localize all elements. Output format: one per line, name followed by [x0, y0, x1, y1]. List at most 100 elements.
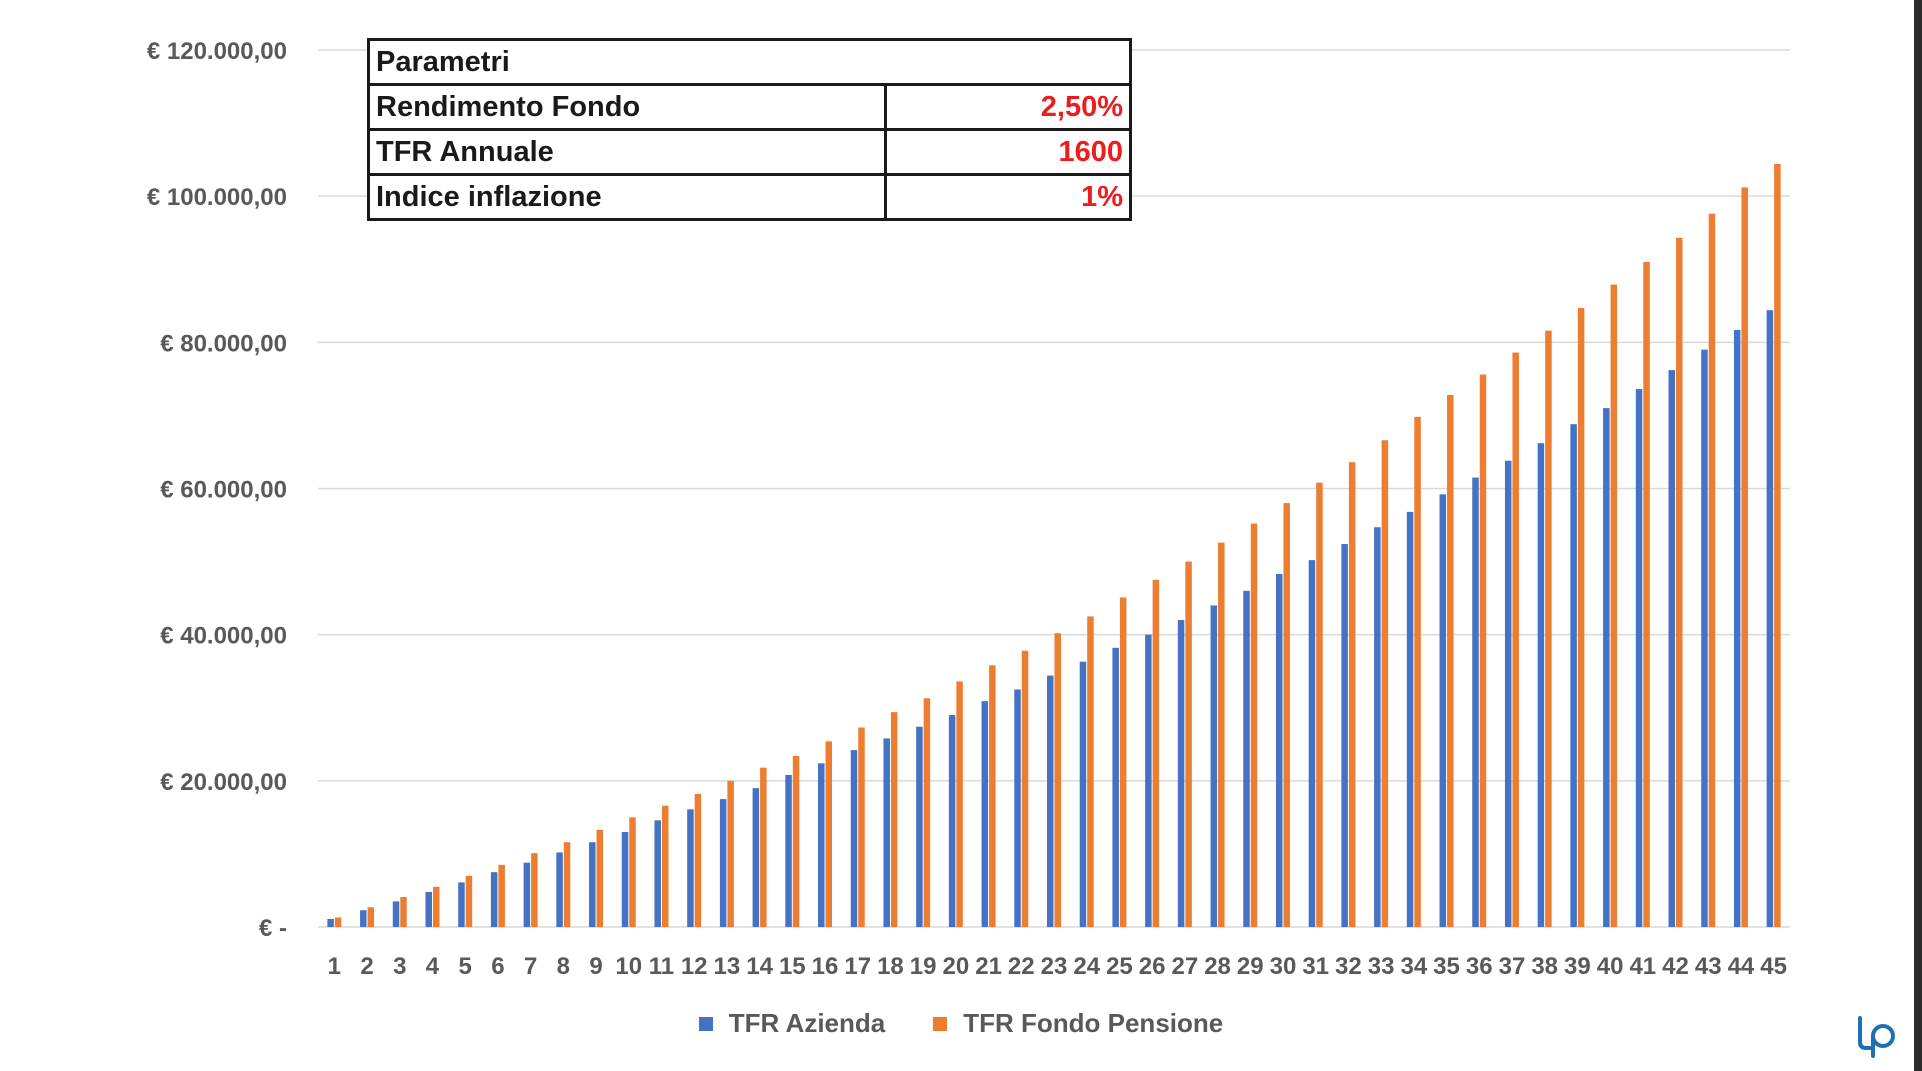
x-tick-label: 33 — [1368, 953, 1395, 980]
bar-tfr-azienda — [458, 882, 465, 927]
bar-tfr-azienda — [425, 891, 432, 927]
y-tick-label: € 40.000,00 — [160, 623, 287, 650]
bar-tfr-fondo-pensione — [334, 917, 342, 927]
bar-tfr-azienda — [360, 910, 367, 927]
y-tick-label: € - — [259, 915, 287, 942]
x-tick-label: 4 — [426, 953, 440, 980]
bar-tfr-azienda — [883, 738, 890, 927]
parameters-table: Parametri Rendimento Fondo 2,50% TFR Ann… — [367, 38, 1132, 221]
window-edge — [1914, 0, 1922, 1071]
x-tick-label: 44 — [1728, 953, 1755, 980]
bar-tfr-fondo-pensione — [956, 681, 963, 927]
bar-tfr-fondo-pensione — [498, 864, 505, 927]
bar-tfr-azienda — [490, 872, 498, 927]
x-tick-label: 11 — [649, 953, 674, 980]
parameters-header: Parametri — [367, 38, 1132, 86]
bar-tfr-fondo-pensione — [1087, 616, 1094, 927]
bar-tfr-azienda — [556, 852, 563, 927]
x-tick-label: 42 — [1662, 953, 1689, 980]
bar-tfr-fondo-pensione — [694, 793, 702, 927]
bar-tfr-fondo-pensione — [596, 829, 604, 927]
parameter-value: 1% — [884, 173, 1132, 221]
x-tick-label: 41 — [1629, 953, 1656, 980]
x-tick-label: 34 — [1400, 953, 1427, 980]
bar-tfr-azienda — [1733, 329, 1741, 927]
parameter-value: 1600 — [884, 128, 1132, 176]
x-tick-label: 25 — [1106, 953, 1133, 980]
bar-tfr-azienda — [1472, 477, 1479, 927]
bar-tfr-fondo-pensione — [792, 755, 800, 927]
x-tick-label: 35 — [1433, 953, 1460, 980]
bar-tfr-fondo-pensione — [531, 853, 538, 927]
bar-tfr-fondo-pensione — [1316, 482, 1323, 927]
bar-tfr-azienda — [1243, 590, 1250, 927]
bar-tfr-fondo-pensione — [1447, 394, 1454, 927]
bar-tfr-azienda — [327, 918, 334, 927]
legend-item-azienda: TFR Azienda — [698, 1008, 885, 1039]
x-tick-label: 15 — [779, 953, 806, 980]
chart-legend: TFR Azienda TFR Fondo Pensione — [0, 1008, 1922, 1039]
bar-tfr-fondo-pensione — [1676, 237, 1683, 928]
bar-tfr-fondo-pensione — [1185, 561, 1192, 927]
x-tick-label: 5 — [459, 953, 472, 980]
bar-tfr-fondo-pensione — [760, 767, 767, 927]
x-tick-label: 18 — [877, 953, 904, 980]
bar-tfr-azienda — [1603, 408, 1610, 927]
x-tick-label: 40 — [1597, 953, 1624, 980]
bar-tfr-fondo-pensione — [367, 907, 375, 927]
parameter-row: TFR Annuale 1600 — [367, 128, 1132, 176]
x-tick-label: 43 — [1695, 953, 1722, 980]
x-tick-label: 29 — [1237, 953, 1264, 980]
x-tick-label: 17 — [844, 953, 871, 980]
bar-tfr-azienda — [785, 774, 792, 927]
legend-swatch-fondo — [933, 1016, 948, 1031]
bar-tfr-azienda — [1047, 675, 1054, 927]
bar-tfr-azienda — [1504, 460, 1512, 927]
bar-tfr-fondo-pensione — [1218, 542, 1225, 927]
parameter-row: Rendimento Fondo 2,50% — [367, 83, 1132, 131]
bar-tfr-fondo-pensione — [1250, 523, 1258, 927]
bar-tfr-fondo-pensione — [1708, 213, 1716, 927]
bar-tfr-azienda — [654, 820, 661, 927]
bar-tfr-azienda — [1701, 349, 1708, 927]
bar-tfr-azienda — [1308, 560, 1316, 927]
bar-tfr-fondo-pensione — [825, 741, 833, 927]
x-tick-label: 3 — [393, 953, 406, 980]
bar-tfr-fondo-pensione — [1741, 187, 1748, 927]
x-tick-label: 45 — [1760, 953, 1787, 980]
bar-tfr-fondo-pensione — [1381, 440, 1389, 927]
y-tick-label: € 120.000,00 — [147, 38, 287, 65]
x-tick-label: 38 — [1531, 953, 1558, 980]
x-tick-label: 24 — [1073, 953, 1100, 980]
bar-tfr-fondo-pensione — [1774, 164, 1781, 927]
x-tick-label: 23 — [1041, 953, 1068, 980]
x-tick-label: 28 — [1204, 953, 1231, 980]
x-tick-label: 30 — [1270, 953, 1297, 980]
bar-tfr-azienda — [392, 901, 400, 927]
x-tick-label: 21 — [975, 953, 1002, 980]
x-tick-label: 16 — [812, 953, 839, 980]
bar-tfr-azienda — [523, 862, 531, 927]
bar-tfr-fondo-pensione — [1610, 284, 1618, 927]
bar-tfr-azienda — [752, 788, 760, 927]
bar-tfr-fondo-pensione — [661, 805, 669, 927]
bar-tfr-azienda — [1570, 424, 1577, 927]
bar-tfr-azienda — [687, 809, 694, 927]
bar-tfr-fondo-pensione — [1119, 597, 1127, 927]
bar-tfr-fondo-pensione — [1414, 416, 1421, 927]
x-tick-label: 36 — [1466, 953, 1493, 980]
bar-tfr-fondo-pensione — [400, 897, 407, 927]
bar-tfr-azienda — [948, 715, 956, 927]
bar-tfr-fondo-pensione — [629, 817, 636, 927]
bar-tfr-fondo-pensione — [465, 875, 473, 927]
x-tick-label: 2 — [360, 953, 373, 980]
bar-tfr-fondo-pensione — [1348, 462, 1356, 927]
x-tick-label: 20 — [943, 953, 970, 980]
bar-tfr-fondo-pensione — [989, 665, 996, 927]
bar-tfr-azienda — [1374, 527, 1381, 927]
bar-tfr-azienda — [1210, 605, 1218, 927]
x-tick-label: 9 — [589, 953, 602, 980]
x-tick-label: 39 — [1564, 953, 1591, 980]
bar-tfr-azienda — [850, 750, 858, 927]
